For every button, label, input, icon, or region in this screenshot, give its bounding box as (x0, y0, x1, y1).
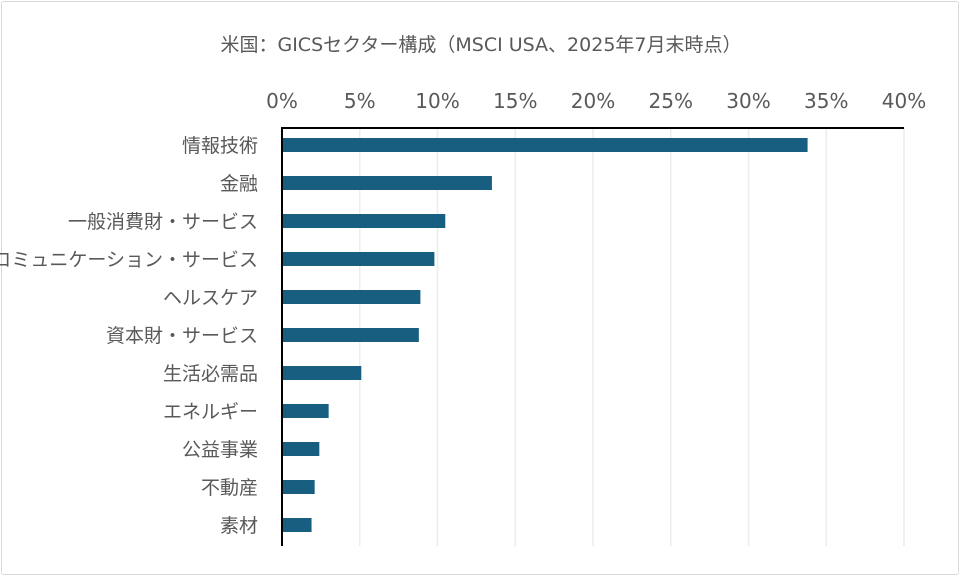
x-tick-label: 20% (571, 89, 615, 113)
x-tick-label: 0% (266, 89, 298, 113)
bar (282, 404, 329, 418)
bar (282, 138, 808, 152)
x-tick-label: 25% (649, 89, 693, 113)
x-tick-label: 15% (493, 89, 537, 113)
bar (282, 252, 435, 266)
bar (282, 290, 421, 304)
category-label: 資本財・サービス (106, 325, 258, 347)
x-tick-label: 30% (726, 89, 770, 113)
category-label: 素材 (220, 515, 258, 537)
bar (282, 176, 492, 190)
category-label: 生活必需品 (163, 363, 258, 385)
category-label: 情報技術 (182, 135, 258, 157)
bar (282, 214, 446, 228)
bar (282, 442, 320, 456)
chart-title: 米国：GICSセクター構成（MSCI USA、2025年7月末時点） (220, 34, 742, 56)
x-tick-label: 5% (344, 89, 376, 113)
category-label: 公益事業 (182, 439, 258, 461)
category-label: エネルギー (163, 401, 258, 423)
x-tick-label: 10% (415, 89, 459, 113)
bar (282, 480, 315, 494)
bar (282, 366, 362, 380)
category-label: 一般消費財・サービス (68, 211, 258, 233)
category-label: 不動産 (201, 477, 258, 499)
category-label: コミュニケーション・サービス (0, 249, 258, 271)
bar (282, 328, 419, 342)
category-label: 金融 (220, 173, 258, 195)
x-tick-label: 40% (882, 89, 926, 113)
x-tick-label: 35% (804, 89, 848, 113)
bar (282, 518, 312, 532)
category-label: ヘルスケア (163, 287, 258, 309)
